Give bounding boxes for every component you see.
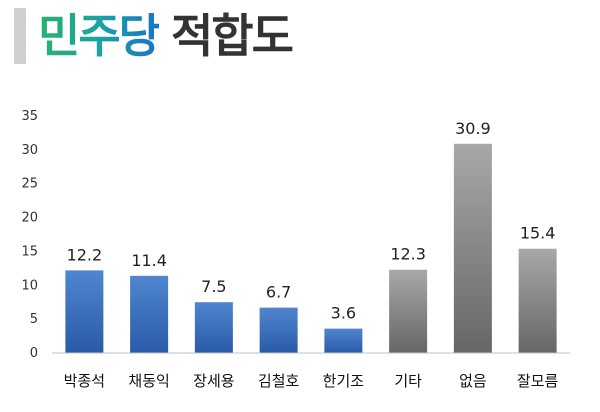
data-label: 12.3	[390, 245, 426, 264]
x-tick-label: 장세용	[193, 372, 234, 390]
bar-6	[453, 143, 492, 353]
x-tick-label: 잘모름	[517, 372, 559, 390]
bar-2	[194, 302, 233, 353]
data-label: 3.6	[331, 304, 356, 323]
y-tick-label: 15	[21, 244, 38, 259]
y-axis-ticks: 0 5 10 15 20 25 30 35	[21, 109, 38, 361]
y-tick-label: 25	[21, 177, 38, 192]
bar-0	[65, 270, 104, 353]
data-label: 6.7	[266, 283, 291, 302]
x-tick-label: 없음	[459, 372, 487, 390]
y-tick-label: 5	[30, 312, 38, 327]
y-tick-label: 30	[21, 143, 38, 158]
y-tick-label: 35	[21, 109, 38, 124]
data-label: 11.4	[131, 251, 167, 270]
x-tick-label: 채동익	[128, 372, 169, 390]
x-tick-label: 박종석	[64, 372, 105, 390]
chart-title: 민주당 적합도	[38, 6, 294, 66]
bar-4	[324, 328, 363, 353]
y-tick-label: 20	[21, 211, 38, 226]
y-tick-label: 10	[21, 278, 38, 293]
title-party-name: 민주당	[38, 9, 161, 63]
bar-5	[389, 269, 428, 353]
x-axis-ticks: 박종석 채동익 장세용 김철호 한기조 기타 없음 잘모름	[64, 372, 559, 390]
title-suffix: 적합도	[170, 9, 294, 63]
data-label: 15.4	[520, 224, 556, 243]
bars	[65, 143, 557, 353]
bar-3	[259, 307, 298, 353]
x-tick-label: 김철호	[258, 372, 300, 390]
bar-7	[518, 248, 557, 353]
bar-1	[130, 275, 169, 353]
x-tick-label: 기타	[394, 372, 422, 390]
data-labels: 12.2 11.4 7.5 6.7 3.6 12.3 30.9 15.4	[67, 119, 556, 323]
data-label: 12.2	[67, 245, 103, 264]
title-accent-bar	[14, 8, 26, 64]
data-label: 30.9	[455, 119, 491, 138]
y-tick-label: 0	[30, 346, 38, 361]
data-label: 7.5	[201, 277, 226, 296]
x-tick-label: 한기조	[323, 372, 365, 390]
